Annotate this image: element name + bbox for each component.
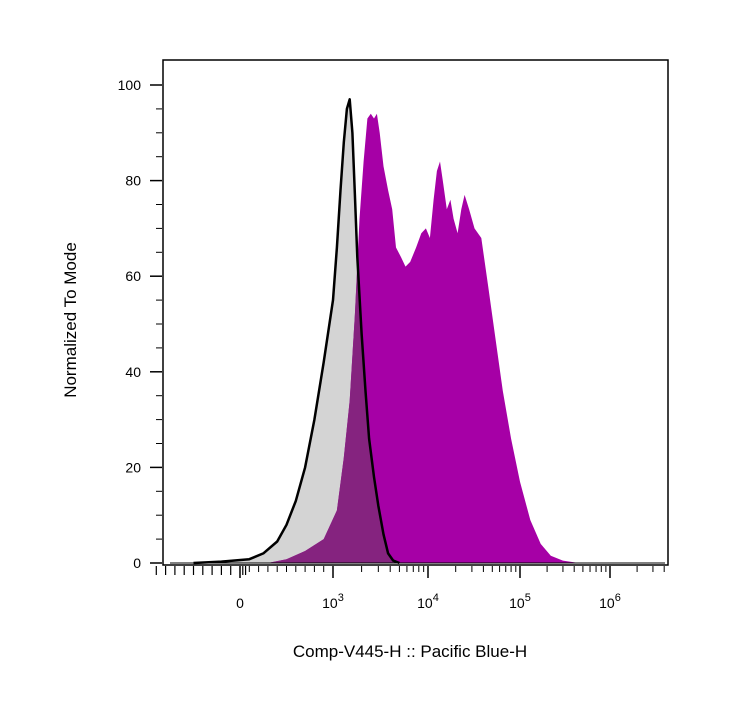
y-tick-label: 0 bbox=[133, 555, 141, 571]
series-gray-control-outline bbox=[193, 98, 400, 565]
y-tick-label: 20 bbox=[125, 459, 141, 475]
y-tick-label: 60 bbox=[125, 268, 141, 284]
y-tick-label: 40 bbox=[125, 364, 141, 380]
y-axis: 0 20 40 60 80 100 bbox=[118, 77, 162, 571]
x-tick-label: 104 bbox=[417, 592, 439, 611]
y-tick-label: 80 bbox=[125, 173, 141, 189]
x-tick-label: 106 bbox=[599, 592, 621, 611]
x-axis-title: Comp-V445-H :: Pacific Blue-H bbox=[293, 642, 527, 661]
y-tick-label: 100 bbox=[118, 77, 142, 93]
x-axis: 0 103 104 105 106 bbox=[155, 566, 665, 611]
x-tick-label: 103 bbox=[322, 592, 344, 611]
series-overlap-area bbox=[267, 266, 400, 563]
y-axis-title: Normalized To Mode bbox=[61, 242, 80, 398]
plot-frame bbox=[162, 59, 669, 566]
x-tick-label: 0 bbox=[236, 595, 244, 611]
plot-area bbox=[170, 98, 665, 565]
x-tick-label: 105 bbox=[509, 592, 531, 611]
